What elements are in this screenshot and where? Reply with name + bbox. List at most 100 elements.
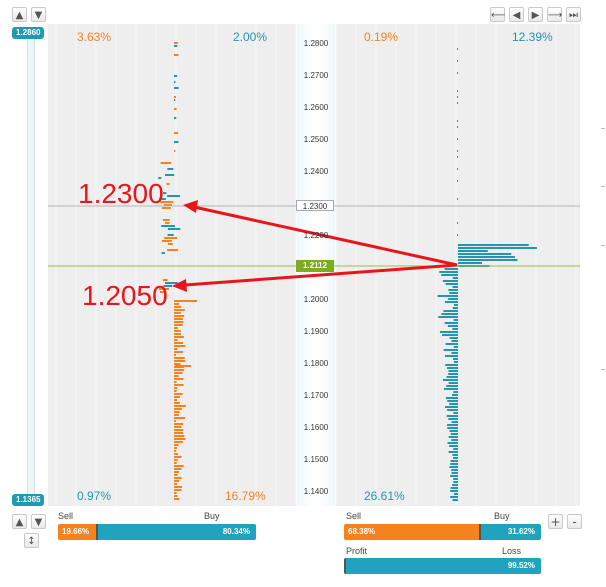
marked-price-label: 1.2300 — [296, 200, 334, 211]
order-bar — [174, 99, 176, 101]
left-buy-value: 80.34% — [222, 527, 250, 536]
arrow-left-icon: ◀ — [512, 10, 521, 21]
price-level-label: 1.2700 — [303, 71, 329, 80]
order-bar — [174, 414, 179, 416]
order-bar — [165, 222, 170, 224]
position-bar — [450, 490, 458, 492]
order-bar — [167, 195, 181, 197]
position-bar — [457, 102, 458, 104]
position-bar — [448, 451, 458, 453]
axis-top-label[interactable]: 1.2860 — [12, 27, 45, 39]
order-bar — [161, 225, 175, 227]
expand-button[interactable]: ⟶ — [547, 7, 562, 22]
position-bar — [447, 427, 458, 429]
axis-bottom-label[interactable]: 1.1365 — [12, 494, 45, 506]
position-bar — [438, 316, 458, 318]
order-bar — [174, 387, 178, 389]
order-bar — [174, 429, 184, 431]
left-panel-top-left-pct: 3.63% — [77, 30, 112, 44]
position-bar — [453, 481, 458, 483]
order-bar — [174, 435, 185, 437]
scroll-up-button[interactable]: ▲ — [12, 7, 27, 22]
right-buy-label: Buy — [494, 511, 510, 521]
order-bar — [160, 162, 171, 164]
axis-tick — [601, 369, 605, 370]
position-bar — [458, 256, 515, 258]
order-bar — [161, 207, 171, 209]
position-bar — [450, 475, 458, 477]
order-bar — [174, 408, 182, 410]
position-bar — [446, 367, 458, 369]
order-bar — [174, 87, 179, 89]
current-price-label: 1.2112 — [296, 260, 334, 272]
order-bar — [174, 441, 183, 443]
position-bar — [452, 499, 458, 501]
position-bar — [443, 349, 458, 351]
position-bar — [442, 379, 458, 381]
order-bar — [158, 177, 162, 179]
price-level-label: 1.2000 — [303, 295, 329, 304]
position-bar — [458, 250, 488, 252]
order-bar — [174, 348, 178, 350]
left-buy-label: Buy — [204, 511, 220, 521]
price-level-label: 1.1700 — [303, 391, 329, 400]
forward-button[interactable]: ▶ — [528, 7, 543, 22]
range-rail[interactable] — [27, 34, 35, 496]
position-bar — [457, 198, 458, 200]
order-bar — [174, 363, 181, 365]
position-bar — [439, 331, 458, 333]
position-bar — [453, 457, 458, 459]
left-sell-value: 19.66% — [62, 527, 90, 536]
position-bar — [448, 418, 458, 420]
price-level-label: 1.1900 — [303, 327, 329, 336]
order-bar — [174, 417, 186, 419]
position-bar — [458, 244, 529, 246]
order-bar — [174, 378, 184, 380]
order-bar — [174, 456, 182, 458]
scroll-down-button[interactable]: ▼ — [31, 7, 46, 22]
position-bar — [444, 268, 458, 270]
order-bar — [174, 81, 176, 83]
order-bar — [174, 345, 186, 347]
plus-icon: + — [550, 515, 561, 529]
expand-icon: ⟶ — [548, 10, 563, 21]
order-bar — [175, 300, 197, 302]
position-bar — [448, 289, 458, 291]
order-bar — [174, 330, 181, 332]
order-bar — [174, 468, 182, 470]
order-bar — [174, 45, 178, 47]
annotation-lower-price: 1.2050 — [82, 280, 168, 311]
zoom-in-button[interactable]: + — [548, 514, 563, 529]
order-bar — [174, 312, 181, 314]
position-bar — [445, 355, 458, 357]
zoom-out-button[interactable]: - — [567, 514, 582, 529]
order-bar — [174, 108, 177, 110]
vertical-resize-button[interactable]: ↕ — [24, 533, 39, 548]
back-button[interactable]: ◀ — [509, 7, 524, 22]
shrink-button[interactable]: ⟵ — [490, 7, 505, 22]
position-bar — [453, 361, 458, 363]
arrow-to-upper-line — [193, 205, 458, 267]
position-bar — [453, 448, 458, 450]
go-to-end-button[interactable]: ⏭ — [566, 7, 581, 22]
order-bar — [174, 492, 177, 494]
order-bar — [174, 462, 177, 464]
position-bar — [449, 337, 458, 339]
order-bar — [174, 342, 184, 344]
position-bar — [451, 352, 458, 354]
order-bar — [174, 480, 180, 482]
position-bar — [448, 373, 458, 375]
position-bar — [441, 313, 458, 315]
bottom-scroll-up-button[interactable]: ▲ — [12, 514, 27, 529]
order-bar — [174, 54, 179, 56]
axis-tick — [601, 245, 605, 246]
order-bar — [174, 117, 177, 119]
order-bar — [174, 393, 183, 395]
order-bar — [174, 423, 184, 425]
order-bar — [174, 321, 184, 323]
position-bar — [457, 222, 458, 224]
left-panel-top-right-pct: 2.00% — [233, 30, 268, 44]
bottom-scroll-down-button[interactable]: ▼ — [31, 514, 46, 529]
position-bar — [448, 370, 458, 372]
order-bar — [174, 390, 177, 392]
